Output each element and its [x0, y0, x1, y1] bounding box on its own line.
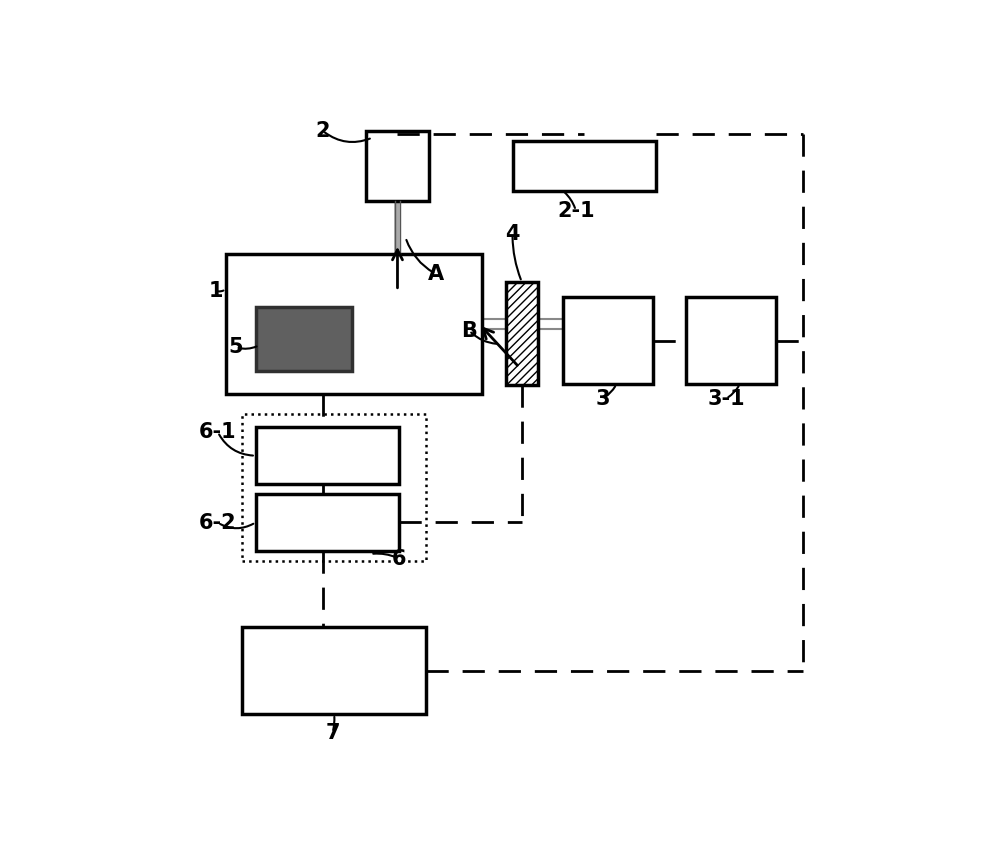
Bar: [256, 307, 352, 371]
Text: 6-1: 6-1: [199, 422, 237, 442]
Bar: [256, 427, 399, 484]
Bar: [256, 494, 399, 551]
Bar: [563, 297, 653, 384]
Text: 6-2: 6-2: [199, 513, 237, 533]
Text: A: A: [428, 264, 444, 284]
Text: 2: 2: [315, 120, 330, 140]
Bar: [366, 131, 429, 201]
Text: 5: 5: [228, 338, 243, 358]
Text: 3-1: 3-1: [707, 389, 745, 409]
Text: 1: 1: [209, 281, 223, 301]
Bar: [242, 627, 426, 714]
Bar: [226, 254, 482, 394]
Bar: [242, 414, 426, 560]
Text: 7: 7: [325, 723, 340, 743]
Text: 6: 6: [392, 549, 406, 569]
Text: 3: 3: [595, 389, 610, 409]
Text: 2-1: 2-1: [557, 201, 595, 221]
Bar: [686, 297, 776, 384]
Text: 4: 4: [505, 224, 520, 244]
Bar: [506, 282, 538, 385]
Text: B: B: [461, 320, 477, 340]
Bar: [512, 140, 656, 191]
